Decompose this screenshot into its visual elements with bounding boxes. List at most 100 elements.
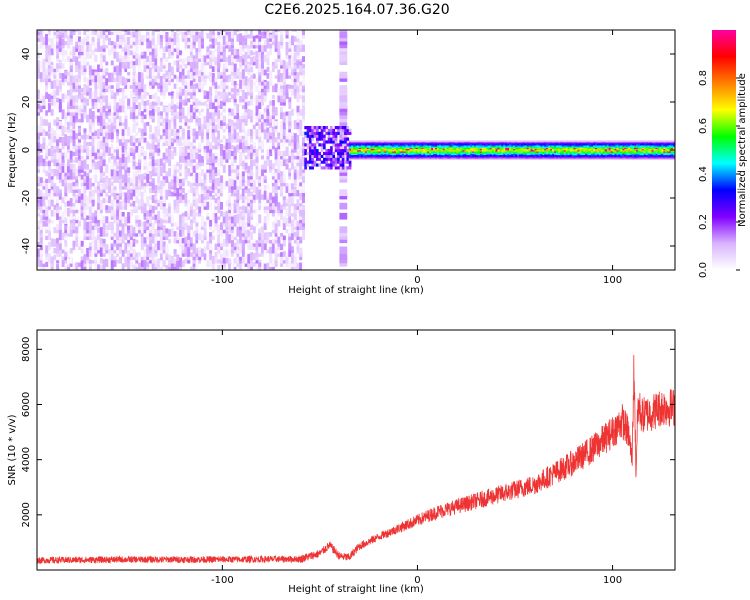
heatmap-cell [394,157,397,159]
heatmap-cell [258,207,262,214]
heatmap-cell [58,230,62,241]
heatmap-cell [260,252,265,257]
heatmap-cell [291,266,295,270]
heatmap-cell [433,140,436,142]
heatmap-cell [113,173,117,180]
heatmap-cell [239,105,243,116]
heatmap-cell [304,160,307,164]
heatmap-cell [291,197,295,204]
heatmap-cell [429,144,432,146]
heatmap-cell [282,212,286,224]
heatmap-cell [110,162,114,170]
heatmap-cell [157,181,161,187]
heatmap-cell [255,257,259,264]
heatmap-cell [220,201,224,210]
heatmap-cell [214,190,218,197]
heatmap-cell [102,259,106,267]
heatmap-cell [386,156,389,158]
heatmap-cell [42,71,46,79]
heatmap-cell [165,157,169,163]
heatmap-cell [143,183,147,194]
heatmap-cell [407,144,410,146]
heatmap-cell [239,216,243,227]
heatmap-cell [384,158,387,160]
heatmap-cell [266,262,270,270]
heatmap-cell [228,44,232,49]
heatmap-cell [176,199,180,204]
heatmap-cell [192,145,196,150]
heatmap-cell [233,63,237,73]
heatmap-cell [423,157,426,159]
heatmap-cell [135,252,139,257]
heatmap-cell [266,119,270,126]
heatmap-cell [195,67,199,76]
heatmap-cell [425,144,428,146]
heatmap-cell [214,117,218,123]
heatmap-cell [288,261,292,270]
heatmap-cell [56,166,60,177]
heatmap-cell [353,145,356,147]
heatmap-cell [173,42,177,49]
heatmap-cell [263,120,267,126]
heatmap-cell [143,137,147,143]
heatmap-cell [121,143,125,153]
heatmap-cell [124,223,128,234]
heatmap-cell [105,205,109,210]
heatmap-cell [206,137,210,143]
heatmap-cell [138,219,142,227]
heatmap-cell [247,194,251,204]
heatmap-cell [189,156,193,163]
heatmap-cell [91,120,95,126]
heatmap-cell [233,91,237,99]
heatmap-cell [366,152,369,154]
heatmap-cell [37,98,41,103]
heatmap-cell [285,119,289,126]
heatmap-cell [419,152,422,154]
heatmap-cell [214,154,218,160]
heatmap-cell [91,145,95,153]
heatmap-cell [401,141,405,144]
heatmap-cell [225,30,229,36]
heatmap-cell [88,191,92,197]
heatmap-cell [407,154,410,157]
heatmap-cell [271,85,275,93]
heatmap-cell [247,165,251,173]
heatmap-cell [75,30,79,32]
heatmap-cell [86,164,90,170]
heatmap-cell [372,144,375,146]
heatmap-cell [129,30,133,36]
heatmap-cell [255,30,259,32]
heatmap-cell [179,257,183,267]
heatmap-cell [444,147,448,150]
heatmap-cell [211,215,215,220]
heatmap-cell [113,259,117,267]
heatmap-cell [293,30,297,32]
heatmap-cell [69,62,73,69]
heatmap-cell [425,151,428,153]
heatmap-cell [380,154,383,157]
heatmap-cell [189,196,193,204]
heatmap-cell [413,153,416,156]
heatmap-cell [99,227,103,237]
heatmap-cell [339,259,348,267]
heatmap-cell [83,254,87,264]
heatmap-cell [423,154,426,157]
heatmap-cell [374,145,377,147]
heatmap-cell [394,146,397,148]
heatmap-cell [327,154,331,158]
heatmap-cell [77,170,82,177]
heatmap-cell [271,258,275,267]
heatmap-cell [124,242,128,251]
heatmap-cell [116,43,120,49]
heatmap-cell [159,30,163,32]
heatmap-cell [330,154,333,158]
heatmap-cell [374,146,377,148]
heatmap-cell [181,178,185,183]
heatmap-cell [181,260,185,267]
heatmap-cell [170,174,174,180]
heatmap-cell [405,141,409,144]
heatmap-cell [429,151,432,153]
heatmap-cell [214,113,218,120]
heatmap-cell [291,85,295,96]
heatmap-cell [105,78,109,86]
